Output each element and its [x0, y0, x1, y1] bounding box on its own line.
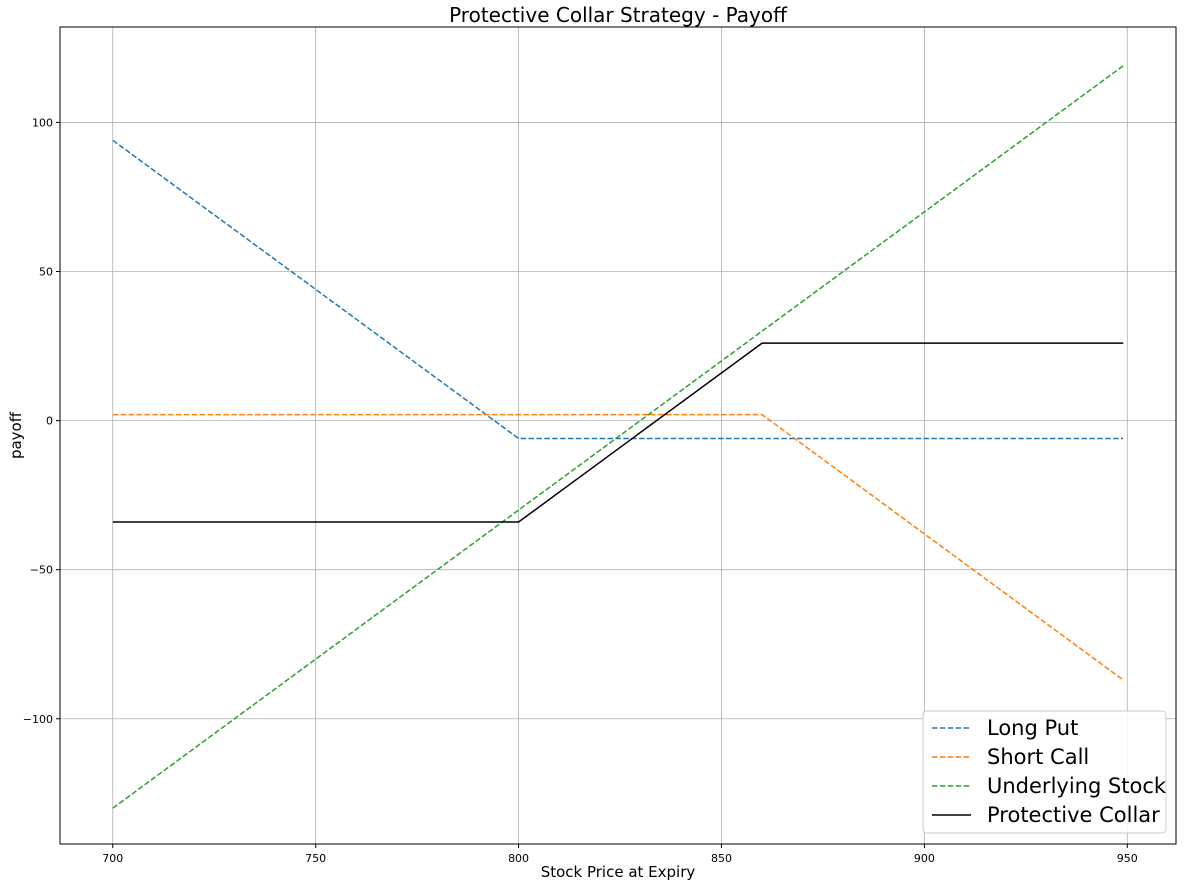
ticks: 700 750 800 850 900 950 −100 −50 0 50 100: [23, 116, 1138, 865]
y-axis-label: payoff: [7, 411, 25, 459]
series-line-protective-collar: [112, 342, 1124, 523]
series-line-long-put: [112, 139, 1124, 440]
y-tick-label: 100: [32, 116, 53, 129]
series-line-short-call: [112, 413, 1124, 681]
x-tick-label: 900: [914, 852, 935, 865]
x-axis-label: Stock Price at Expiry: [541, 863, 696, 881]
plot-frame: [59, 26, 1177, 845]
legend-box: [922, 710, 1167, 834]
x-tick-label: 950: [1117, 852, 1138, 865]
legend: Long Put Short Call Underlying Stock Protec…: [922, 710, 1167, 834]
y-tick-label: −50: [30, 564, 53, 577]
legend-label-underlying-stock: Underlying Stock: [987, 774, 1167, 798]
chart-title: Protective Collar Strategy - Payoff: [449, 3, 788, 27]
x-tick-label: 700: [102, 852, 123, 865]
legend-label-short-call: Short Call: [987, 745, 1089, 769]
legend-label-protective-collar: Protective Collar: [987, 803, 1160, 827]
x-tick-label: 750: [305, 852, 326, 865]
series-line-underlying-stock: [112, 65, 1124, 809]
y-tick-label: 0: [46, 415, 53, 428]
x-tick-label: 850: [711, 852, 732, 865]
y-tick-label: 50: [39, 266, 53, 279]
grid: [60, 27, 1176, 844]
legend-label-long-put: Long Put: [987, 716, 1078, 740]
series-layer: [112, 65, 1124, 809]
y-tick-label: −100: [23, 713, 53, 726]
x-tick-label: 800: [508, 852, 529, 865]
